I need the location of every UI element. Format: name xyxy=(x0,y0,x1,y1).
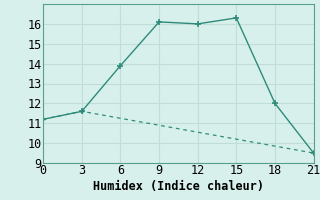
X-axis label: Humidex (Indice chaleur): Humidex (Indice chaleur) xyxy=(93,180,264,193)
